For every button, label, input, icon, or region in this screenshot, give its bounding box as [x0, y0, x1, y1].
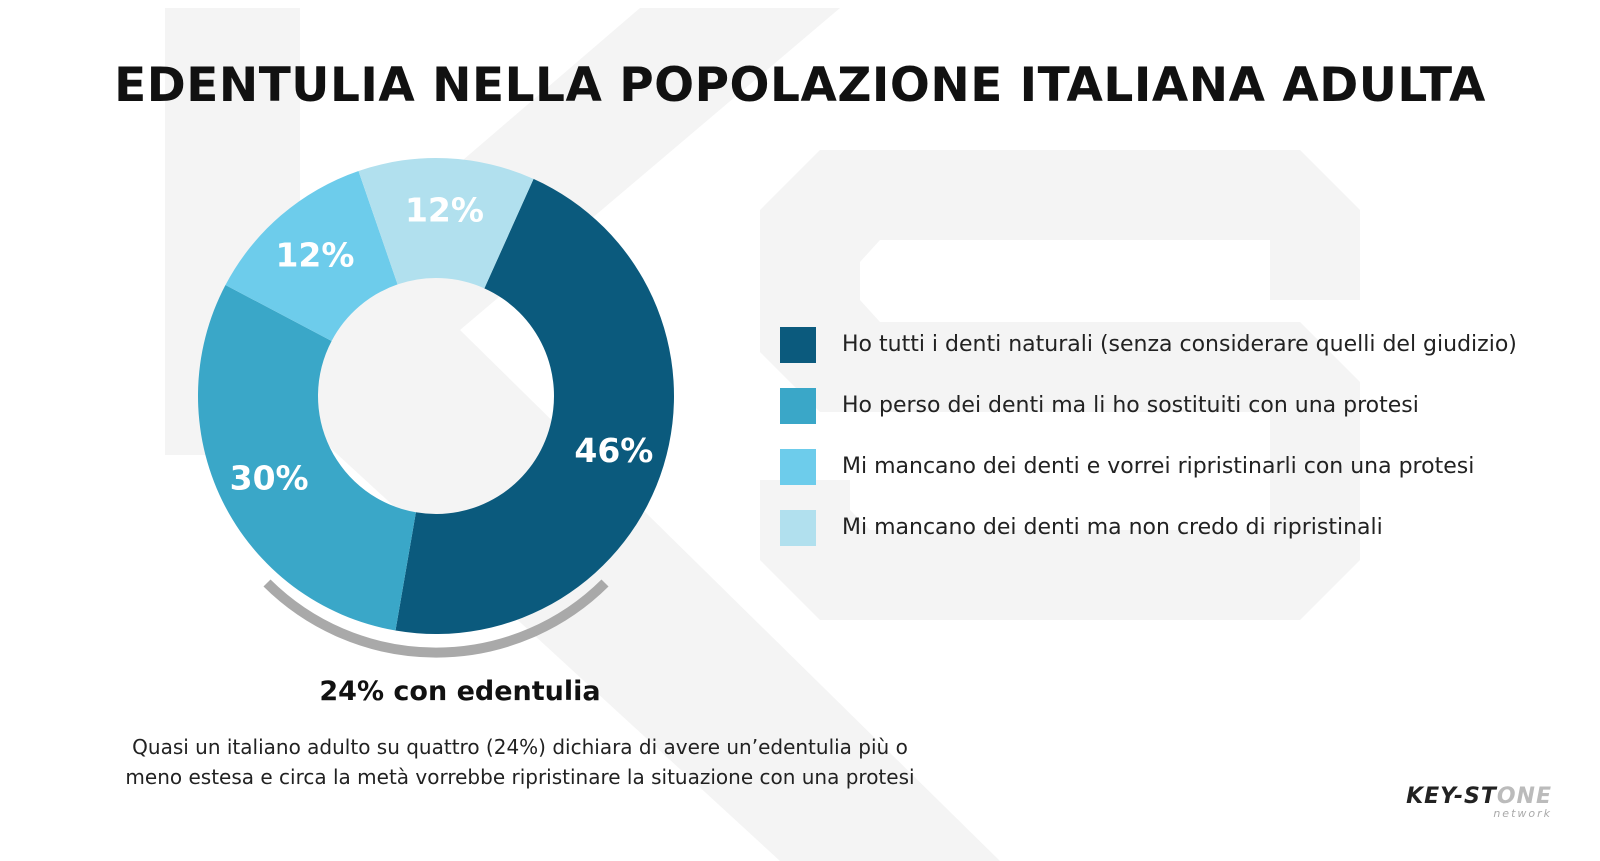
- legend-swatch: [780, 387, 816, 424]
- legend-label: Ho perso dei denti ma li ho sostituiti c…: [842, 393, 1419, 418]
- keystone-logo: KEY-STONE network: [1362, 786, 1552, 820]
- legend-item: Ho perso dei denti ma li ho sostituiti c…: [780, 375, 1517, 436]
- slice-value-label: 30%: [230, 459, 309, 498]
- legend-label: Mi mancano dei denti e vorrei ripristina…: [842, 454, 1475, 479]
- donut-slice: [395, 178, 675, 635]
- summary-note: Quasi un italiano adulto su quattro (24%…: [80, 732, 960, 792]
- legend-item: Mi mancano dei denti ma non credo di rip…: [780, 497, 1517, 558]
- legend-item: Mi mancano dei denti e vorrei ripristina…: [780, 436, 1517, 497]
- keystone-logo-tagline: network: [1493, 807, 1552, 820]
- chart-title: EDENTULIA NELLA POPOLAZIONE ITALIANA ADU…: [114, 58, 1486, 113]
- donut-slice: [225, 170, 398, 341]
- donut-slice: [358, 158, 534, 289]
- summary-note-line: meno estesa e circa la metà vorrebbe rip…: [125, 765, 915, 789]
- legend-swatch: [780, 509, 816, 546]
- legend-label: Mi mancano dei denti ma non credo di rip…: [842, 515, 1383, 540]
- edentulia-bracket: [263, 579, 609, 658]
- legend-label: Ho tutti i denti naturali (senza conside…: [842, 332, 1517, 357]
- slice-value-label: 12%: [405, 191, 484, 230]
- legend-swatch: [780, 448, 816, 485]
- chart-legend: Ho tutti i denti naturali (senza conside…: [780, 314, 1517, 558]
- legend-swatch: [780, 326, 816, 363]
- summary-note-line: Quasi un italiano adulto su quattro (24%…: [132, 735, 908, 759]
- donut-slice: [197, 284, 416, 631]
- edentulia-summary: 24% con edentulia: [319, 676, 601, 707]
- slice-value-label: 12%: [275, 235, 354, 274]
- keystone-logo-wordmark: KEY-STONE: [1406, 784, 1552, 809]
- legend-item: Ho tutti i denti naturali (senza conside…: [780, 314, 1517, 375]
- slice-value-label: 46%: [574, 431, 653, 470]
